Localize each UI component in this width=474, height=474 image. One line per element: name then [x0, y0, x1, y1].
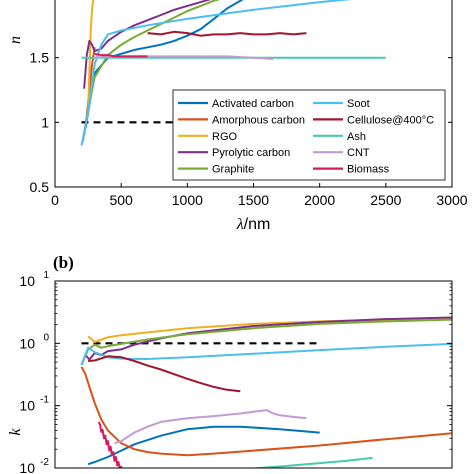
panel-b-series-line [80, 342, 452, 366]
panel-a-legend-label: Soot [347, 98, 370, 110]
panel-a-x-tick-label: 1000 [172, 192, 203, 208]
panel-a-x-axis-variable: λ [236, 216, 244, 233]
panel-b-series-line [80, 316, 452, 366]
panel-a-series-line [94, 52, 148, 58]
panel-a-legend-label: Graphite [212, 164, 254, 176]
panel-a-x-tick-label: 2000 [304, 192, 335, 208]
panel-a-x-tick-label: 2500 [370, 192, 401, 208]
panel-b-plot-frame [54, 280, 453, 469]
panel-b-series-line [97, 421, 123, 468]
panel-a-series-line [83, 0, 212, 89]
panel-b-y-tick-exponent: -2 [40, 457, 49, 468]
panel-a-x-tick-label: 500 [109, 192, 133, 208]
panel-a-legend-label: Pyrolytic carbon [212, 147, 290, 159]
panel-a-legend-label: Ash [347, 131, 366, 143]
panel-a-legend-label: CNT [347, 147, 370, 159]
panel-b-series-line [88, 355, 241, 393]
panel-a-y-axis-label: n [7, 36, 24, 44]
panel-b-y-tick-label: 10 [19, 398, 35, 414]
panel-b-y-tick-label: 10 [19, 460, 35, 474]
panel-b-y-tick-exponent: 1 [43, 270, 49, 281]
panel-a-x-axis-unit: /nm [244, 216, 271, 233]
panel-a-legend-label: Biomass [347, 164, 390, 176]
panel-b-series-layer [80, 316, 452, 468]
panel-b-series-line [80, 366, 452, 457]
panel-b-y-tick-label: 10 [19, 273, 35, 289]
panel-a-series-line [147, 30, 307, 37]
panel-b-series-line [245, 456, 373, 468]
panel-a-y-tick-label: 0.5 [30, 179, 50, 195]
panel-b-y-tick-exponent: 0 [43, 332, 49, 343]
panel-a-ticks: 0 500 1000 1500 2000 2500 3000 0.5 1 1.5 2 [30, 0, 468, 208]
panel-a-legend: Activated carbon Amorphous carbon RGO Pyrol… [172, 89, 446, 181]
panel-a-x-tick-label: 3000 [436, 192, 467, 208]
panel-a-legend-label: Cellulose@400°C [347, 114, 434, 126]
panel-b-series-line [80, 318, 452, 366]
panel-a-x-axis-label: λ/nm [236, 216, 271, 233]
panel-a-legend-box [172, 89, 446, 181]
panel-b-ticks: 10 -2 10 -1 10 0 10 1 [19, 270, 452, 474]
panel-b-y-tick-label: 10 [19, 335, 35, 351]
panel-a-legend-label: Activated carbon [212, 98, 294, 110]
panel-a-legend-label: RGO [212, 131, 238, 143]
panel-a-series-line [87, 0, 95, 110]
panel-a-series-line [80, 0, 352, 146]
panel-a-x-tick-label: 0 [51, 192, 59, 208]
panel-b-y-tick-exponent: -1 [40, 395, 49, 406]
panel-b-chart: (b) 10 -2 10 -1 10 0 10 1 k [7, 253, 453, 474]
panel-a-y-tick-label: 1.5 [30, 50, 50, 66]
panel-a-x-tick-label: 1500 [238, 192, 269, 208]
panel-b-y-axis-label: k [7, 428, 24, 436]
panel-a-series-layer [80, 0, 386, 146]
panel-a-y-tick-label: 2 [41, 0, 49, 1]
panel-a-y-tick-label: 1 [41, 114, 49, 130]
panel-b-label: (b) [53, 253, 74, 272]
panel-b-series-line [114, 409, 307, 445]
panel-a-legend-label: Amorphous carbon [212, 114, 305, 126]
panel-b-series-line [87, 425, 320, 466]
